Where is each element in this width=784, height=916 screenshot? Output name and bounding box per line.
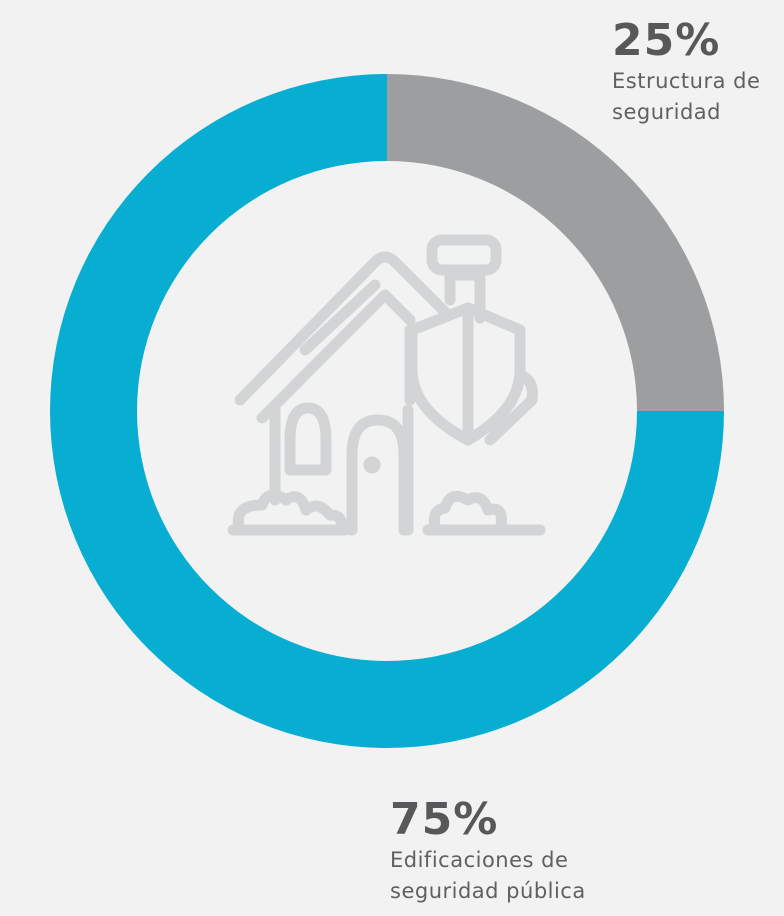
category-label: Edificaciones de seguridad pública — [390, 848, 586, 903]
donut-slice — [387, 74, 724, 411]
slice-label: 25% Estructura de seguridad — [612, 16, 784, 128]
category-label: Estructura de seguridad — [612, 69, 761, 124]
donut — [50, 74, 724, 748]
house-icon — [227, 234, 546, 536]
value-label: 75% — [390, 794, 499, 845]
slice-label: 75% Edificaciones de seguridad pública — [390, 795, 605, 907]
value-label: 25% — [612, 15, 721, 66]
